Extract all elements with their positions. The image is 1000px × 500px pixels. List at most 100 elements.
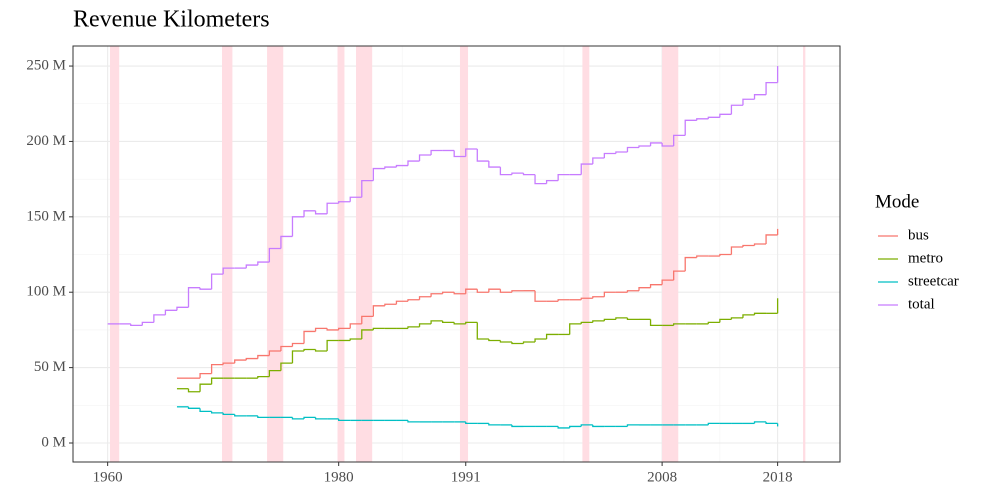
step <box>430 149 443 156</box>
step <box>326 202 339 214</box>
step <box>326 339 339 352</box>
step <box>742 98 755 106</box>
step <box>418 154 432 162</box>
step <box>730 104 743 115</box>
recession-band <box>222 46 233 462</box>
step <box>187 406 201 409</box>
step <box>638 287 651 291</box>
step <box>545 333 559 339</box>
step <box>257 376 270 379</box>
x-tick-label: 2018 <box>763 469 793 485</box>
step <box>372 167 385 181</box>
step <box>742 244 755 247</box>
step <box>291 342 305 347</box>
step <box>592 320 605 323</box>
step <box>580 297 593 300</box>
step <box>222 412 235 416</box>
step <box>730 317 743 320</box>
step <box>453 150 466 158</box>
step <box>580 163 593 175</box>
step <box>338 201 351 204</box>
step <box>592 296 605 299</box>
step <box>488 423 501 426</box>
step <box>534 290 547 302</box>
step <box>522 173 536 176</box>
step <box>234 359 247 364</box>
legend-label: total <box>908 296 935 312</box>
step <box>534 174 547 185</box>
step <box>222 267 235 275</box>
step <box>719 253 732 257</box>
step <box>696 255 709 258</box>
step <box>511 172 524 175</box>
step <box>511 424 524 428</box>
step <box>476 322 489 340</box>
step <box>257 415 270 419</box>
step <box>164 309 177 315</box>
step <box>268 247 281 263</box>
step <box>210 377 224 385</box>
step <box>280 362 293 371</box>
step <box>395 300 408 305</box>
step <box>592 157 605 165</box>
step <box>511 341 524 345</box>
series-line <box>107 66 779 327</box>
step <box>326 328 339 331</box>
step <box>684 119 697 136</box>
chart-title: Revenue Kilometers <box>73 7 270 33</box>
step <box>753 312 767 315</box>
step <box>441 291 455 294</box>
step <box>453 292 466 295</box>
step <box>465 421 478 425</box>
step <box>407 420 420 423</box>
legend-title: Mode <box>875 191 919 212</box>
step <box>257 261 270 266</box>
step <box>372 305 385 317</box>
recession-band <box>582 46 590 462</box>
step <box>499 289 512 293</box>
step <box>476 289 489 293</box>
step <box>303 348 316 352</box>
step <box>349 338 362 341</box>
step <box>395 164 408 168</box>
plot-frame <box>72 45 841 463</box>
step <box>557 173 570 181</box>
step <box>141 321 154 326</box>
step <box>349 323 362 329</box>
step <box>222 362 235 365</box>
legend-label: streetcar <box>908 273 959 289</box>
step <box>626 317 640 321</box>
step <box>176 306 189 311</box>
step <box>361 315 374 324</box>
recession-band <box>662 46 679 462</box>
step <box>407 160 420 166</box>
step <box>580 424 593 427</box>
step <box>314 417 328 420</box>
x-tick-label: 1980 <box>324 469 354 485</box>
step <box>603 152 616 159</box>
step <box>465 148 478 157</box>
step <box>696 118 709 121</box>
step <box>626 290 640 293</box>
step <box>534 338 547 342</box>
step <box>210 363 224 374</box>
step <box>199 408 212 412</box>
step <box>476 148 489 162</box>
step <box>569 425 582 428</box>
step <box>291 216 305 237</box>
step <box>314 327 328 332</box>
step <box>499 167 512 176</box>
step <box>361 179 374 198</box>
series-line <box>176 406 779 429</box>
recession-band <box>356 46 373 462</box>
x-tick-label: 2008 <box>647 469 677 485</box>
step <box>349 196 362 202</box>
step <box>649 142 663 146</box>
step <box>615 151 628 154</box>
step <box>245 357 258 361</box>
step <box>338 327 351 330</box>
step <box>603 291 616 297</box>
step <box>765 81 778 95</box>
step <box>199 372 212 379</box>
